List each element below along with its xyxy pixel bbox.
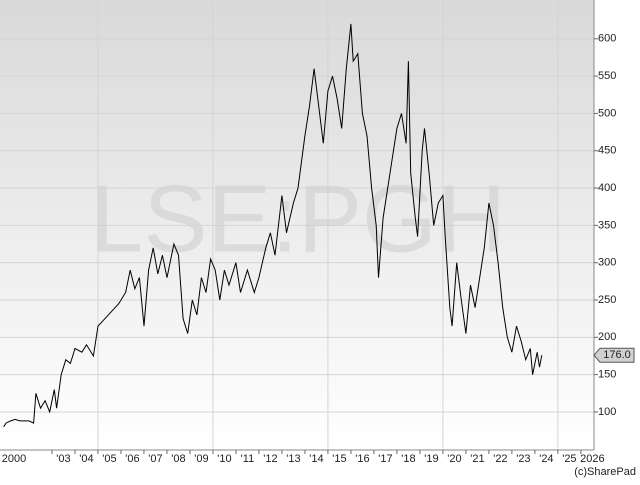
x-tick-label: '20 <box>447 453 461 465</box>
y-tick-label: 350 <box>598 219 616 231</box>
y-tick-label: 550 <box>598 70 616 82</box>
x-tick-label: '21 <box>470 453 484 465</box>
watermark: LSE:PGH <box>90 165 506 272</box>
y-tick-label: 150 <box>598 369 616 381</box>
x-tick-label: 2026 <box>580 453 604 465</box>
x-tick-label: '16 <box>355 453 369 465</box>
y-tick-label: 400 <box>598 182 616 194</box>
price-line <box>3 23 543 428</box>
x-tick-label: 2000 <box>2 453 26 465</box>
source: (c)SharePad <box>574 466 636 478</box>
x-tick-label: '19 <box>424 453 438 465</box>
x-tick-label: '10 <box>217 453 231 465</box>
x-tick-label: '06 <box>125 453 139 465</box>
x-tick-label: '13 <box>286 453 300 465</box>
x-tick-label: '09 <box>194 453 208 465</box>
x-tick-label: '05 <box>102 453 116 465</box>
y-tick-label: 100 <box>598 406 616 418</box>
y-tick-label: 500 <box>598 107 616 119</box>
y-tick-label: 300 <box>598 257 616 269</box>
x-tick-label: '24 <box>539 453 553 465</box>
x-tick-label: '15 <box>332 453 346 465</box>
x-tick-label: '23 <box>516 453 530 465</box>
x-tick-label: '25 <box>562 453 576 465</box>
x-tick-label: '18 <box>401 453 415 465</box>
x-tick-label: '22 <box>493 453 507 465</box>
y-tick-label: 200 <box>598 331 616 343</box>
price-label: 176.0 <box>603 349 631 361</box>
x-tick-label: '07 <box>148 453 162 465</box>
y-tick-label: 600 <box>598 33 616 45</box>
x-tick-label: '14 <box>309 453 323 465</box>
x-tick-label: '11 <box>241 453 255 465</box>
price-marker <box>593 347 635 363</box>
x-tick-label: '04 <box>79 453 93 465</box>
y-tick-label: 250 <box>598 294 616 306</box>
x-tick-label: '03 <box>56 453 70 465</box>
x-tick-label: '17 <box>378 453 392 465</box>
x-tick-label: '08 <box>171 453 185 465</box>
x-tick-label: '12 <box>263 453 277 465</box>
y-tick-label: 450 <box>598 145 616 157</box>
